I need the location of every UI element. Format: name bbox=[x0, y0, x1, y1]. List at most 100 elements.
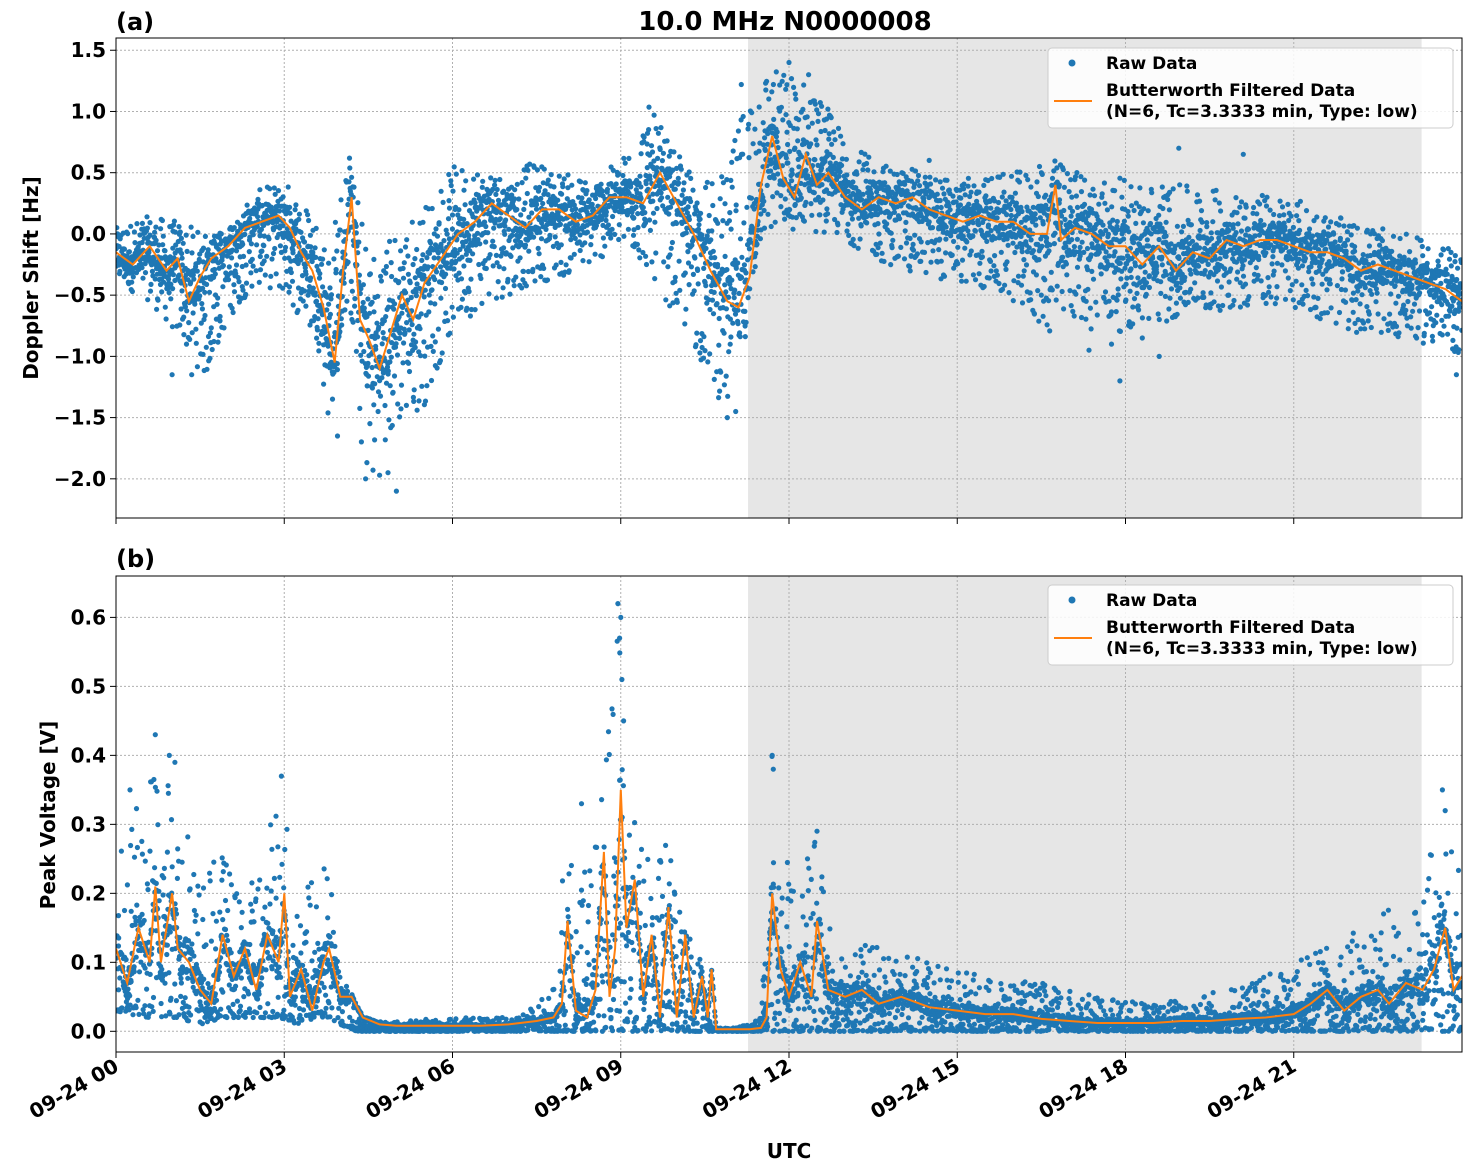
raw-data-point bbox=[190, 272, 196, 278]
raw-data-point bbox=[991, 263, 997, 269]
raw-data-point bbox=[511, 283, 517, 289]
raw-data-point bbox=[1006, 290, 1012, 296]
raw-data-point bbox=[819, 103, 825, 109]
raw-data-point bbox=[382, 367, 389, 373]
raw-data-point bbox=[424, 383, 430, 389]
raw-data-point bbox=[890, 237, 896, 243]
raw-data-point bbox=[328, 292, 335, 298]
raw-data-point bbox=[231, 225, 237, 231]
raw-data-point bbox=[172, 229, 178, 235]
raw-data-point bbox=[675, 175, 681, 181]
raw-data-point bbox=[554, 240, 560, 246]
raw-data-point bbox=[719, 233, 725, 239]
raw-data-point bbox=[400, 265, 406, 271]
raw-data-point bbox=[1371, 231, 1377, 237]
raw-data-point bbox=[1195, 295, 1201, 301]
raw-data-point bbox=[994, 215, 1000, 221]
raw-data-point bbox=[693, 342, 699, 348]
raw-data-point bbox=[1036, 257, 1042, 263]
raw-data-point bbox=[1137, 235, 1143, 242]
raw-data-point bbox=[1215, 267, 1221, 273]
raw-data-point bbox=[1200, 290, 1206, 296]
raw-data-point bbox=[612, 231, 618, 237]
raw-data-point bbox=[1393, 323, 1400, 329]
raw-data-point bbox=[287, 204, 293, 210]
raw-data-point bbox=[398, 382, 405, 388]
raw-data-point bbox=[915, 178, 921, 184]
raw-data-point bbox=[729, 277, 735, 283]
raw-data-point bbox=[145, 240, 151, 246]
raw-data-point bbox=[603, 209, 610, 215]
raw-data-point bbox=[176, 272, 182, 278]
raw-data-point bbox=[202, 289, 208, 295]
raw-data-point bbox=[306, 217, 312, 224]
raw-data-point bbox=[723, 373, 729, 379]
raw-data-point bbox=[1035, 193, 1041, 200]
raw-data-point bbox=[976, 271, 982, 277]
raw-data-point bbox=[783, 86, 789, 92]
raw-data-point bbox=[650, 198, 656, 204]
raw-data-point bbox=[1317, 316, 1323, 322]
raw-data-point bbox=[670, 167, 676, 173]
raw-data-point bbox=[184, 248, 190, 254]
raw-data-point bbox=[509, 232, 515, 238]
raw-data-point bbox=[312, 245, 318, 251]
raw-data-point bbox=[934, 204, 940, 210]
raw-data-point bbox=[359, 221, 365, 227]
raw-data-point bbox=[971, 183, 977, 189]
raw-data-point bbox=[282, 255, 288, 261]
raw-data-point bbox=[1388, 291, 1394, 297]
raw-data-point bbox=[959, 235, 965, 241]
raw-data-point bbox=[599, 188, 606, 194]
raw-data-point bbox=[332, 219, 338, 225]
raw-data-point bbox=[1403, 231, 1409, 237]
raw-data-point bbox=[358, 342, 364, 348]
raw-data-point bbox=[331, 256, 337, 262]
raw-data-point bbox=[1079, 239, 1085, 245]
raw-data-point bbox=[1266, 245, 1272, 251]
raw-data-point bbox=[959, 257, 966, 263]
raw-data-point bbox=[448, 182, 454, 189]
raw-data-point bbox=[461, 187, 467, 193]
raw-data-point bbox=[466, 236, 472, 242]
raw-data-point bbox=[749, 110, 755, 116]
raw-data-point bbox=[1052, 230, 1058, 236]
raw-data-point bbox=[1184, 183, 1190, 189]
raw-data-point bbox=[875, 245, 881, 251]
raw-data-point bbox=[405, 360, 412, 366]
raw-data-point bbox=[981, 283, 987, 290]
raw-data-point bbox=[655, 130, 662, 136]
raw-data-point bbox=[872, 211, 878, 218]
raw-data-point bbox=[1114, 297, 1120, 303]
raw-data-point bbox=[949, 223, 955, 229]
raw-data-point bbox=[347, 165, 353, 171]
raw-data-point bbox=[523, 175, 529, 181]
raw-data-point bbox=[985, 232, 992, 238]
raw-data-point bbox=[762, 147, 769, 153]
raw-data-point bbox=[524, 190, 530, 197]
raw-data-point bbox=[1365, 318, 1371, 324]
raw-data-point bbox=[384, 249, 390, 255]
raw-data-point bbox=[1256, 253, 1262, 259]
raw-data-point bbox=[392, 301, 398, 307]
raw-data-point bbox=[695, 226, 702, 232]
raw-data-point bbox=[1049, 287, 1055, 293]
raw-data-point bbox=[356, 272, 362, 278]
raw-data-point bbox=[1306, 269, 1312, 275]
raw-data-point bbox=[926, 219, 932, 225]
raw-data-point bbox=[324, 294, 330, 300]
raw-data-point bbox=[493, 252, 499, 258]
raw-data-point bbox=[1010, 298, 1016, 304]
raw-data-point bbox=[1145, 208, 1151, 214]
raw-data-point bbox=[834, 229, 840, 236]
raw-data-point bbox=[825, 106, 831, 112]
raw-data-point bbox=[938, 204, 944, 211]
raw-data-point bbox=[1001, 189, 1007, 195]
raw-data-point bbox=[334, 248, 340, 254]
raw-data-point bbox=[720, 218, 726, 224]
raw-data-point bbox=[1274, 295, 1280, 301]
raw-data-point bbox=[1346, 317, 1352, 323]
raw-data-point bbox=[778, 193, 784, 199]
raw-data-point bbox=[962, 245, 968, 251]
raw-data-point bbox=[984, 238, 990, 244]
